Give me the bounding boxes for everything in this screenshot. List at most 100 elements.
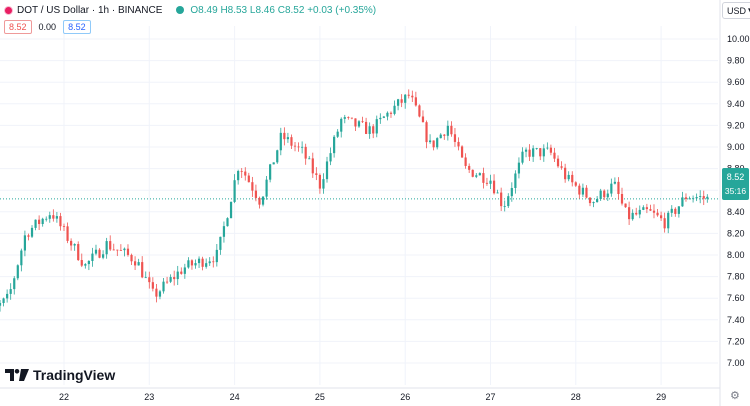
price-tick-label: 7.60 (727, 293, 745, 303)
candle-body (432, 140, 435, 148)
candle-body (6, 293, 9, 299)
price-tick-label: 9.00 (727, 142, 745, 152)
low-value: L8.46 (249, 4, 275, 16)
price-tick-label: 8.40 (727, 207, 745, 217)
candle-body (620, 193, 624, 204)
time-tick-label: 24 (230, 392, 240, 402)
last-price-tag: 8.52 35:16 (722, 168, 749, 200)
currency-button[interactable]: USD ▾ (722, 2, 750, 19)
price-tick-label: 9.40 (727, 99, 745, 109)
candle-body (251, 182, 254, 191)
candle-body (183, 267, 186, 274)
change-value: +0.03 (+0.35%) (307, 4, 377, 16)
candle-body (393, 105, 396, 114)
bar-countdown: 35:16 (724, 186, 747, 196)
candle-body (368, 126, 371, 134)
candle-body (578, 185, 581, 195)
candle-body (542, 148, 545, 157)
candle-body (524, 149, 528, 152)
candle-body (631, 212, 634, 220)
candle-body (478, 173, 481, 176)
candle-body (663, 218, 666, 229)
candle-body (585, 187, 588, 198)
candle-body (596, 199, 599, 203)
candle-body (507, 196, 510, 207)
candle-body (439, 134, 442, 139)
gear-icon[interactable]: ⚙ (730, 390, 740, 402)
candle-body (59, 216, 62, 227)
spread-value: 0.00 (38, 22, 57, 32)
candle-body (610, 183, 613, 194)
candle-body (588, 197, 592, 204)
candle-body (396, 99, 400, 106)
candle-body (468, 165, 471, 170)
candle-body (425, 122, 428, 143)
candle-body (418, 105, 421, 117)
candle-body (80, 260, 83, 266)
candle-body (414, 97, 417, 106)
price-tick-label: 7.40 (727, 315, 745, 325)
candle-body (628, 207, 631, 220)
candle-body (116, 249, 119, 251)
time-tick-label: 27 (485, 392, 495, 402)
sell-price-button[interactable]: 8.52 (4, 20, 32, 34)
candle-body (101, 254, 105, 258)
candle-body (372, 126, 375, 134)
candle-body (674, 208, 677, 214)
candle-body (254, 190, 258, 198)
candle-body (261, 196, 265, 205)
last-price-label: 8.52 (726, 172, 745, 182)
candle-body (308, 158, 311, 160)
candle-body (443, 134, 446, 136)
candle-body (286, 137, 290, 140)
candle-body (9, 289, 12, 294)
candle-body (169, 277, 172, 282)
candle-body (205, 263, 208, 267)
candle-body (109, 241, 112, 250)
candle-body (208, 261, 211, 264)
candle-body (333, 136, 336, 154)
candle-body (382, 116, 385, 118)
candle-body (336, 131, 339, 137)
candle-body (180, 271, 183, 274)
candle-body (112, 249, 115, 251)
candle-body (222, 226, 226, 237)
time-axis[interactable]: 22 23 24 25 26 27 28 29 (0, 26, 720, 402)
candle-body (329, 153, 332, 162)
candle-body (94, 249, 98, 254)
candle-body (599, 190, 602, 200)
tradingview-logo[interactable]: TradingView (5, 367, 115, 383)
candle-body (645, 207, 648, 210)
candle-body (318, 174, 321, 189)
candle-body (34, 219, 37, 228)
candle-body (187, 260, 190, 268)
candle-body (190, 260, 194, 266)
candle-body (23, 235, 27, 251)
candle-body (165, 281, 169, 283)
candle-body (624, 203, 627, 208)
candle-body (226, 218, 229, 227)
candle-body (130, 254, 133, 262)
price-tick-label: 7.80 (727, 272, 745, 282)
candle-body (695, 197, 698, 199)
candle-body (229, 201, 233, 219)
candle-body (706, 196, 709, 199)
candle-body (667, 212, 670, 229)
candle-body (642, 207, 645, 210)
candle-body (510, 187, 513, 197)
candle-body (119, 250, 122, 251)
candle-body (503, 206, 506, 207)
candle-body (16, 265, 19, 279)
buy-price-button[interactable]: 8.52 (63, 20, 91, 34)
candle-body (173, 277, 176, 280)
candle-body (617, 181, 620, 194)
candle-body (652, 210, 656, 213)
symbol-title[interactable]: DOT / US Dollar · 1h · BINANCE (17, 4, 163, 16)
candle-body (197, 258, 201, 264)
candle-body (141, 262, 144, 278)
candle-body (45, 218, 48, 220)
market-open-icon (176, 6, 185, 14)
